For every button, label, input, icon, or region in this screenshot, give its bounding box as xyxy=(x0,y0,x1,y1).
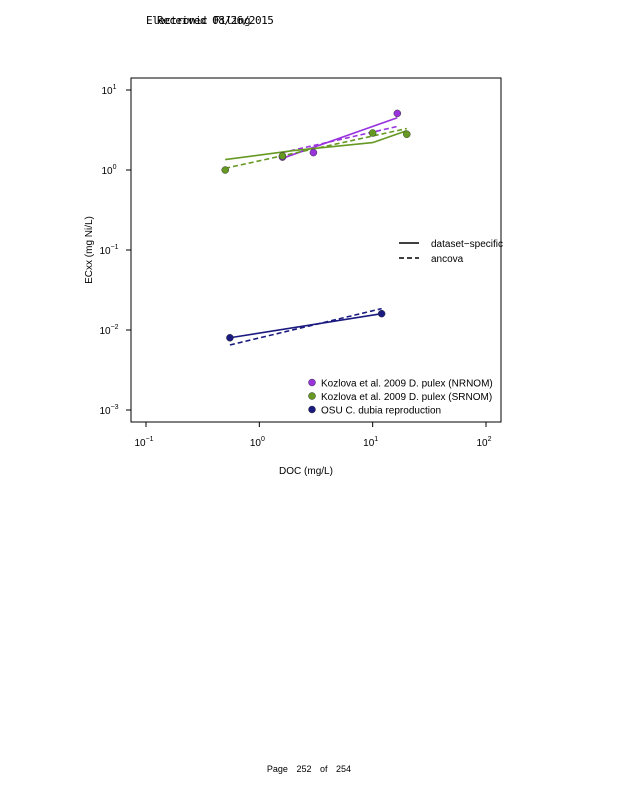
series-2-fit-dataset-specific xyxy=(229,312,382,339)
series-0-point xyxy=(309,148,318,157)
series-0-point xyxy=(393,109,402,118)
legend-label: OSU C. dubia reproduction xyxy=(321,406,441,417)
series-2-fit-ancova xyxy=(229,307,382,346)
line-legend-label: ancova xyxy=(431,254,464,265)
series-1-point xyxy=(368,129,377,137)
series-0-fit-ancova xyxy=(282,125,398,154)
series-1-fit-dataset-specific xyxy=(225,129,408,161)
y-tick-label: 101 xyxy=(101,84,116,97)
series-0-fit-dataset-specific xyxy=(282,116,398,160)
y-tick-label: 10−2 xyxy=(99,324,118,337)
y-tick-label: 100 xyxy=(101,164,116,177)
y-tick-label: 10−3 xyxy=(99,404,118,417)
footer-page-label: Page xyxy=(266,764,288,774)
header-received-text: Received 08/26/2015 xyxy=(157,14,274,27)
series-1-point xyxy=(278,152,287,160)
footer-total-pages: 254 xyxy=(336,764,352,774)
legend-label: Kozlova et al. 2009 D. pulex (SRNOM) xyxy=(321,392,492,403)
x-tick-label: 10−1 xyxy=(134,436,153,449)
x-tick-label: 101 xyxy=(363,436,378,449)
series-1-point xyxy=(403,130,411,138)
legend-marker xyxy=(308,405,316,414)
series-2-point xyxy=(377,309,386,318)
legend-label: Kozlova et al. 2009 D. pulex (NRNOM) xyxy=(321,379,493,390)
series-2-point xyxy=(226,334,234,342)
plot-frame xyxy=(130,77,502,423)
legend-marker xyxy=(308,392,316,400)
footer-of-label: of xyxy=(320,764,328,774)
y-axis-label: ECxx (mg Ni/L) xyxy=(84,216,95,284)
x-tick-label: 100 xyxy=(250,436,265,449)
y-tick-label: 10−1 xyxy=(99,244,118,257)
footer-page-number: 252 xyxy=(296,764,312,774)
line-legend-label: dataset−specific xyxy=(431,239,503,250)
page-footer: Page 252 of 254 xyxy=(0,764,618,774)
x-axis-label: DOC (mg/L) xyxy=(279,466,333,477)
series-1-fit-ancova xyxy=(225,127,407,170)
header-filing-text: Electronic Filing xyxy=(146,14,251,27)
x-tick-label: 102 xyxy=(476,436,491,449)
series-1-point xyxy=(221,166,229,174)
legend-marker xyxy=(308,378,316,387)
